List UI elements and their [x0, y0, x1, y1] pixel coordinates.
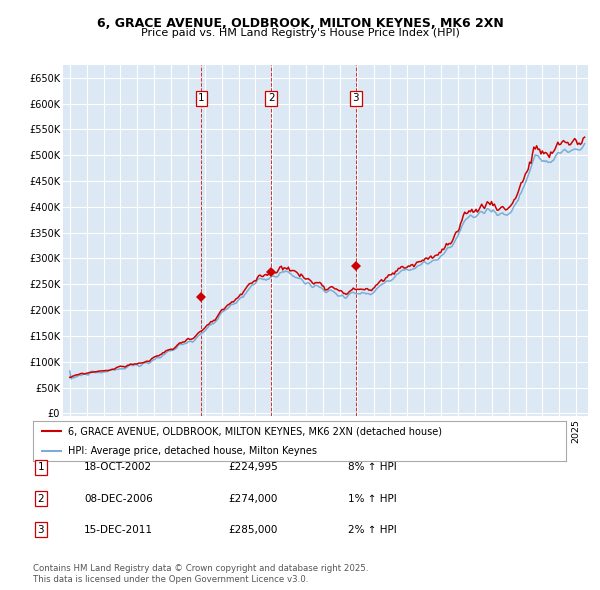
Text: Contains HM Land Registry data © Crown copyright and database right 2025.: Contains HM Land Registry data © Crown c…: [33, 565, 368, 573]
Text: 6, GRACE AVENUE, OLDBROOK, MILTON KEYNES, MK6 2XN (detached house): 6, GRACE AVENUE, OLDBROOK, MILTON KEYNES…: [68, 427, 442, 436]
Text: 2: 2: [268, 93, 274, 103]
Text: 2: 2: [37, 494, 44, 503]
Text: £224,995: £224,995: [228, 463, 278, 472]
Text: This data is licensed under the Open Government Licence v3.0.: This data is licensed under the Open Gov…: [33, 575, 308, 584]
Text: Price paid vs. HM Land Registry's House Price Index (HPI): Price paid vs. HM Land Registry's House …: [140, 28, 460, 38]
Text: 3: 3: [37, 525, 44, 535]
Text: 3: 3: [353, 93, 359, 103]
Text: 6, GRACE AVENUE, OLDBROOK, MILTON KEYNES, MK6 2XN: 6, GRACE AVENUE, OLDBROOK, MILTON KEYNES…: [97, 17, 503, 30]
Text: £285,000: £285,000: [228, 525, 277, 535]
Text: HPI: Average price, detached house, Milton Keynes: HPI: Average price, detached house, Milt…: [68, 447, 317, 456]
Text: 8% ↑ HPI: 8% ↑ HPI: [348, 463, 397, 472]
Text: 1% ↑ HPI: 1% ↑ HPI: [348, 494, 397, 503]
Text: 18-OCT-2002: 18-OCT-2002: [84, 463, 152, 472]
Text: 15-DEC-2011: 15-DEC-2011: [84, 525, 153, 535]
Text: 1: 1: [198, 93, 205, 103]
Text: 1: 1: [37, 463, 44, 472]
Text: £274,000: £274,000: [228, 494, 277, 503]
Text: 2% ↑ HPI: 2% ↑ HPI: [348, 525, 397, 535]
Text: 08-DEC-2006: 08-DEC-2006: [84, 494, 153, 503]
